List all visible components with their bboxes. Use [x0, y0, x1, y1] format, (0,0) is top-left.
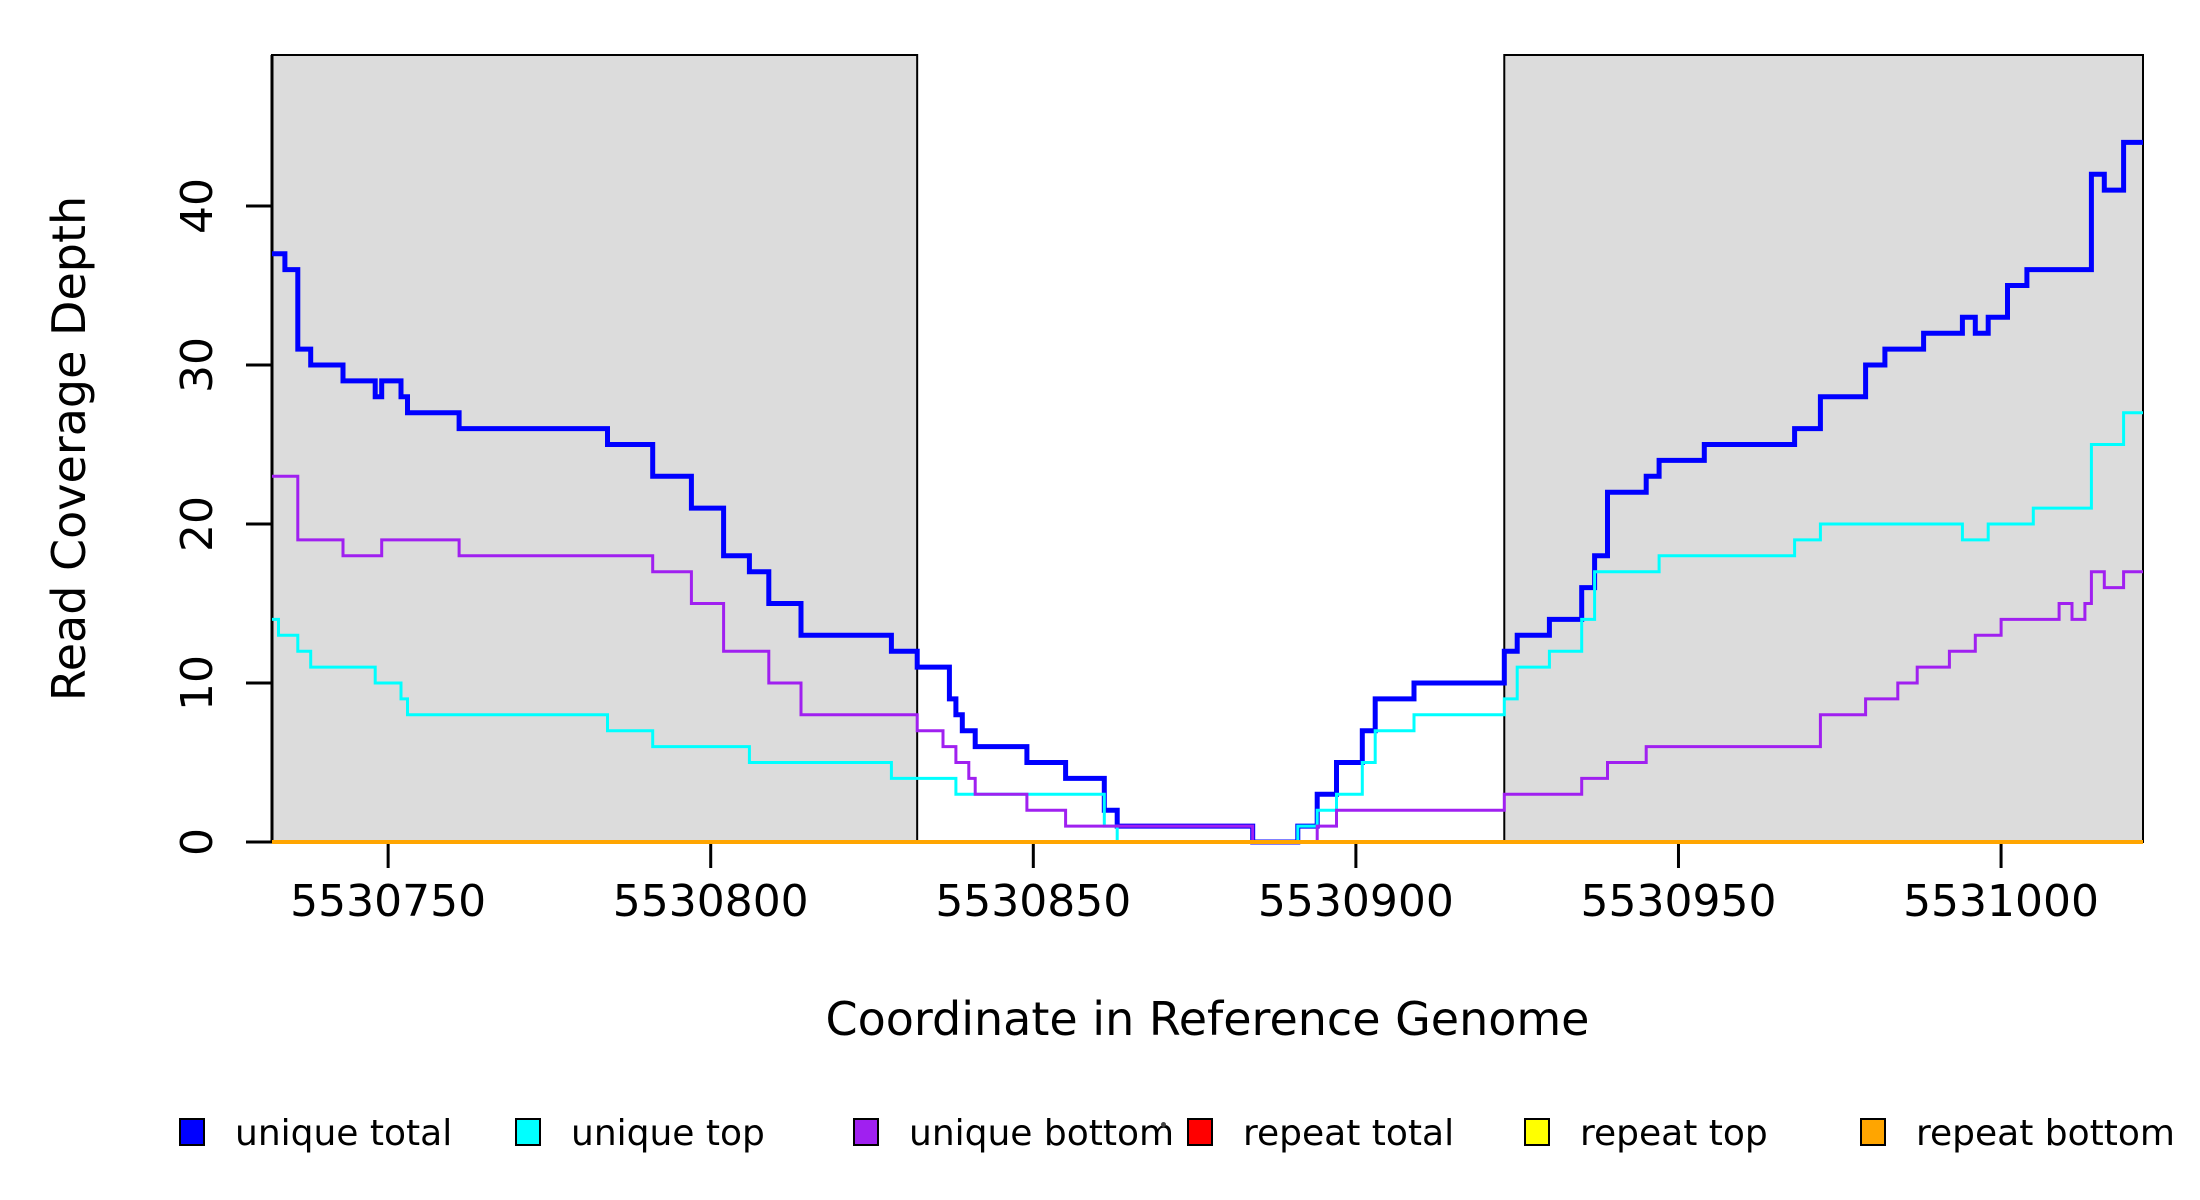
legend-swatch-unique-total	[179, 1118, 205, 1146]
legend-swatch-unique-bottom	[853, 1118, 879, 1146]
stray-dot-mark	[1161, 1122, 1166, 1127]
y-tick-label: 40	[172, 178, 223, 234]
x-axis-title: Coordinate in Reference Genome	[825, 992, 1590, 1046]
legend-label: unique bottom	[909, 1113, 1175, 1154]
x-tick-label: 5530850	[935, 876, 1131, 927]
y-axis-title: Read Coverage Depth	[42, 195, 96, 702]
series-line-unique-bottom	[272, 474, 2143, 844]
repeat-region-left	[271, 54, 919, 843]
legend-swatch-repeat-total	[1187, 1118, 1213, 1146]
legend-swatch-repeat-bottom	[1860, 1118, 1886, 1146]
y-tick-label: 10	[172, 655, 223, 711]
legend-swatch-unique-top	[515, 1118, 541, 1146]
x-tick-label: 5531000	[1903, 876, 2099, 927]
x-tick-label: 5530800	[613, 876, 809, 927]
x-tick-label: 5530900	[1258, 876, 1454, 927]
legend-swatch-repeat-top	[1524, 1118, 1550, 1146]
y-tick-label: 30	[172, 337, 223, 393]
legend-label: unique total	[235, 1113, 453, 1154]
series-line-unique-top	[272, 411, 2143, 844]
x-tick-label: 5530950	[1580, 876, 1776, 927]
legend-label: repeat top	[1580, 1113, 1768, 1154]
y-tick-label: 0	[172, 828, 223, 856]
legend-label: unique top	[571, 1113, 765, 1154]
y-tick-label: 20	[172, 496, 223, 552]
repeat-region-right	[1503, 54, 2144, 843]
x-tick-label: 5530750	[290, 876, 486, 927]
legend-label: repeat bottom	[1916, 1113, 2175, 1154]
legend-label: repeat total	[1243, 1113, 1455, 1154]
